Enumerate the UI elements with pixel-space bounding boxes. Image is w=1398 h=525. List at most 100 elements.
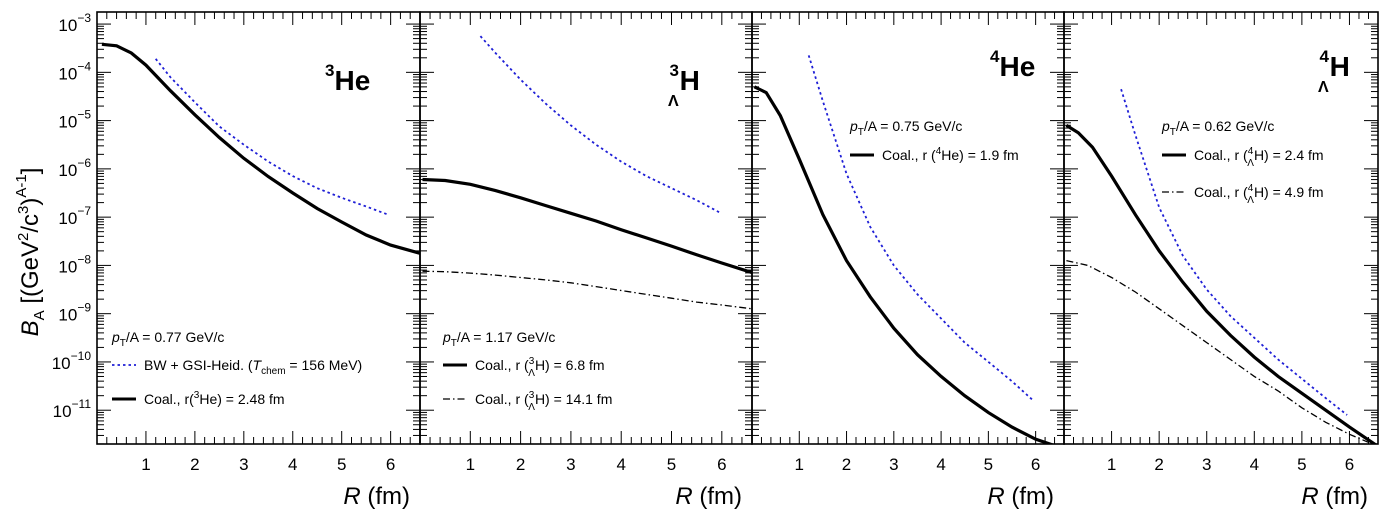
series-line-solid-1 xyxy=(753,85,1055,444)
y-tick-base: 10 xyxy=(58,306,77,325)
legend-text: H) = 4.9 fm xyxy=(1254,184,1324,200)
legend-sup: 4 xyxy=(936,146,942,157)
series-line-dotted-blue-3 xyxy=(479,35,720,214)
x-axis-unit: (fm) xyxy=(1319,483,1368,510)
legend-text: BW + GSI-Heid. ( xyxy=(144,357,253,373)
y-title-sup: 3 xyxy=(15,206,32,214)
y-tick-label: 10−7 xyxy=(58,204,91,228)
series-group xyxy=(101,42,420,255)
y-tick-exp: −11 xyxy=(72,397,92,411)
series-group xyxy=(422,35,752,310)
y-tick-exp: −10 xyxy=(71,349,92,363)
panel-label-mass: 4 xyxy=(990,47,1000,66)
x-tick-label: 4 xyxy=(288,455,297,474)
series-line-dotted-blue-3 xyxy=(1120,88,1348,416)
x-tick-label: 4 xyxy=(936,455,945,474)
y-tick-base: 10 xyxy=(58,257,77,276)
series-line-dashdot-2 xyxy=(1066,259,1375,444)
pt-annotation: pT/A = 1.17 GeV/c xyxy=(442,329,555,349)
x-tick-label: 5 xyxy=(337,455,346,474)
x-axis-title: R (fm) xyxy=(343,483,410,510)
x-tick-label: 5 xyxy=(667,455,676,474)
pt-sub: T xyxy=(120,338,126,349)
legend-sup: 3 xyxy=(529,356,535,367)
pt-annotation: pT/A = 0.77 GeV/c xyxy=(111,329,224,349)
panel-label-nucleus: He xyxy=(999,51,1035,82)
x-tick-label: 3 xyxy=(566,455,575,474)
panel-label-nucleus: H xyxy=(1330,51,1350,82)
x-tick-label: 1 xyxy=(466,455,475,474)
y-tick-exp: −3 xyxy=(77,11,91,25)
legend-text: He) = 1.9 fm xyxy=(941,147,1018,163)
panel-label-mass: 3 xyxy=(325,61,334,80)
y-title-text: ) xyxy=(17,198,44,206)
y-title-sup: 2 xyxy=(15,233,32,241)
y-tick-label: 10−3 xyxy=(58,11,91,35)
x-tick-label: 6 xyxy=(1345,455,1354,474)
y-tick-label: 10−11 xyxy=(53,397,92,421)
panel-label-sub: Λ xyxy=(1318,79,1329,96)
legend-sup: 3 xyxy=(529,390,535,401)
legend-sub: Λ xyxy=(1247,158,1254,169)
x-tick-label: 1 xyxy=(141,455,150,474)
y-tick-label: 10−5 xyxy=(58,108,91,132)
x-axis-unit: (fm) xyxy=(693,483,742,510)
legend-sup: 3 xyxy=(194,390,200,401)
y-tick-base: 10 xyxy=(58,209,77,228)
x-axis-var: R xyxy=(675,483,692,510)
x-tick-label: 4 xyxy=(616,455,625,474)
y-title-sub: A xyxy=(31,310,48,320)
x-axis-var: R xyxy=(343,483,360,510)
legend-sub: chem xyxy=(261,366,285,377)
legend-text: Coal., r( xyxy=(144,391,194,407)
legend-text: Coal., r ( xyxy=(1194,184,1248,200)
panel-label: 4 ΛH xyxy=(1318,47,1350,96)
x-tick-label: 1 xyxy=(795,455,804,474)
legend-text: H) = 14.1 fm xyxy=(535,391,612,407)
series-line-solid-1 xyxy=(101,42,420,255)
series-line-dashdot-2 xyxy=(422,270,752,310)
series-line-solid-1 xyxy=(1065,124,1378,444)
y-title-text: /c xyxy=(17,214,44,233)
pt-var: p xyxy=(111,329,120,345)
y-axis-title: BA [(GeV2/c3)A-1] xyxy=(13,168,48,337)
legend-var: T xyxy=(253,357,263,373)
y-tick-label: 10−10 xyxy=(52,349,92,373)
panel-label: 3He xyxy=(325,61,370,96)
x-tick-label: 2 xyxy=(190,455,199,474)
y-title-text: [(GeV xyxy=(17,241,44,310)
y-tick-exp: −5 xyxy=(77,108,91,122)
series-line-dotted-blue-2 xyxy=(154,58,389,216)
panel-label-mass: 4 xyxy=(1320,47,1330,66)
y-title-var: B xyxy=(17,320,44,336)
legend-text: H) = 6.8 fm xyxy=(535,357,605,373)
legend-sub: Λ xyxy=(528,402,535,413)
legend-text: Coal., r ( xyxy=(475,391,529,407)
x-axis-title: R (fm) xyxy=(987,483,1054,510)
legend-text: H) = 2.4 fm xyxy=(1254,147,1324,163)
series-line-solid-1 xyxy=(422,177,752,275)
y-tick-base: 10 xyxy=(58,113,77,132)
y-tick-exp: −9 xyxy=(77,301,91,315)
x-axis-title: R (fm) xyxy=(1301,483,1368,510)
x-axis-unit: (fm) xyxy=(361,483,410,510)
x-tick-label: 2 xyxy=(842,455,851,474)
series-group xyxy=(1065,88,1378,444)
y-title-text: ] xyxy=(17,168,44,175)
panel-frame xyxy=(96,11,421,445)
y-tick-exp: −7 xyxy=(77,204,91,218)
x-tick-label: 3 xyxy=(1202,455,1211,474)
panel-frame xyxy=(419,11,753,445)
pt-rest: /A = 1.17 GeV/c xyxy=(457,329,555,345)
x-tick-label: 4 xyxy=(1250,455,1259,474)
legend-sub: Λ xyxy=(528,368,535,379)
x-tick-label: 6 xyxy=(1031,455,1040,474)
y-tick-label: 10−4 xyxy=(58,59,91,83)
legend-text: Coal., r ( xyxy=(475,357,529,373)
series-group xyxy=(753,55,1055,444)
y-tick-label: 10−9 xyxy=(58,301,91,325)
